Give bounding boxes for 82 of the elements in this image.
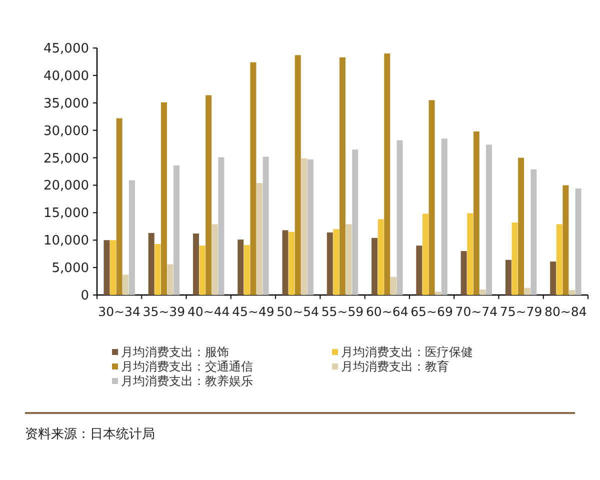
bar bbox=[416, 246, 422, 295]
x-tick-label: 40~44 bbox=[187, 304, 230, 319]
legend-label: 月均消费支出：教养娱乐 bbox=[121, 374, 253, 388]
bar bbox=[372, 238, 378, 295]
bar bbox=[192, 234, 199, 295]
y-tick-label: 5,000 bbox=[52, 261, 89, 276]
bar bbox=[486, 144, 492, 295]
bar bbox=[288, 232, 295, 295]
bar bbox=[396, 140, 403, 295]
bar bbox=[244, 245, 250, 295]
bar bbox=[530, 169, 537, 295]
bar bbox=[556, 224, 562, 295]
bar bbox=[441, 138, 448, 295]
bar bbox=[199, 246, 206, 295]
bar bbox=[422, 214, 428, 295]
bar bbox=[256, 183, 263, 295]
y-tick-label: 30,000 bbox=[44, 124, 89, 139]
x-tick-label: 60~64 bbox=[366, 304, 408, 319]
legend-label: 月均消费支出：服饰 bbox=[121, 345, 229, 359]
bar bbox=[467, 213, 474, 295]
bar bbox=[174, 165, 180, 295]
bar bbox=[568, 290, 575, 295]
bar bbox=[154, 244, 161, 295]
bar bbox=[250, 62, 256, 295]
bar bbox=[104, 240, 110, 295]
bar bbox=[110, 240, 116, 295]
y-tick-label: 25,000 bbox=[44, 151, 89, 166]
legend-label: 月均消费支出：医疗保健 bbox=[341, 345, 473, 359]
bar bbox=[524, 288, 530, 295]
bar bbox=[518, 158, 524, 295]
bar bbox=[307, 159, 314, 295]
bar bbox=[212, 224, 218, 295]
bar bbox=[238, 240, 244, 295]
bar bbox=[435, 292, 442, 295]
bar bbox=[340, 57, 346, 295]
bar bbox=[333, 229, 340, 295]
y-tick-label: 35,000 bbox=[44, 96, 89, 112]
bar bbox=[550, 262, 556, 295]
bar bbox=[206, 95, 212, 295]
x-tick-label: 65~69 bbox=[410, 304, 453, 319]
bar bbox=[562, 185, 569, 295]
bar bbox=[167, 264, 174, 295]
y-tick-label: 15,000 bbox=[44, 206, 89, 222]
x-tick-label: 35~39 bbox=[142, 304, 186, 319]
bar bbox=[128, 180, 135, 295]
bar bbox=[122, 274, 129, 295]
bar bbox=[116, 118, 122, 295]
bar bbox=[384, 53, 390, 295]
y-tick-label: 40,000 bbox=[44, 68, 89, 84]
bar bbox=[282, 230, 288, 295]
bar bbox=[148, 232, 154, 295]
x-tick-label: 70~74 bbox=[455, 304, 498, 319]
bar bbox=[326, 232, 333, 295]
bar bbox=[480, 290, 486, 295]
bar bbox=[218, 157, 224, 295]
bar bbox=[294, 55, 301, 295]
bar bbox=[301, 158, 308, 295]
x-tick-label: 45~49 bbox=[232, 304, 274, 319]
bar bbox=[505, 260, 512, 295]
bar bbox=[390, 276, 396, 295]
x-tick-label: 55~59 bbox=[321, 304, 364, 319]
bar bbox=[352, 150, 358, 295]
x-tick-label: 75~79 bbox=[500, 304, 542, 319]
bar bbox=[428, 100, 435, 295]
bar bbox=[346, 224, 352, 295]
x-tick-label: 80~84 bbox=[544, 304, 587, 319]
bar bbox=[575, 188, 582, 295]
x-tick-label: 50~54 bbox=[276, 304, 320, 319]
y-tick-label: 20,000 bbox=[44, 178, 89, 194]
bar bbox=[460, 251, 467, 295]
bar bbox=[473, 131, 480, 295]
y-tick-label: 0 bbox=[80, 288, 89, 304]
legend-label: 月均消费支出：交通通信 bbox=[121, 360, 253, 374]
bar bbox=[512, 222, 518, 295]
text: 资料来源：日本统计局 bbox=[25, 427, 155, 442]
bar bbox=[378, 219, 384, 295]
bar bbox=[262, 156, 269, 295]
y-tick-label: 45,000 bbox=[44, 42, 89, 56]
bar bbox=[160, 102, 167, 295]
y-tick-label: 10,000 bbox=[44, 234, 89, 249]
x-tick-label: 30~34 bbox=[98, 304, 140, 319]
legend-label: 月均消费支出：教育 bbox=[341, 360, 449, 374]
